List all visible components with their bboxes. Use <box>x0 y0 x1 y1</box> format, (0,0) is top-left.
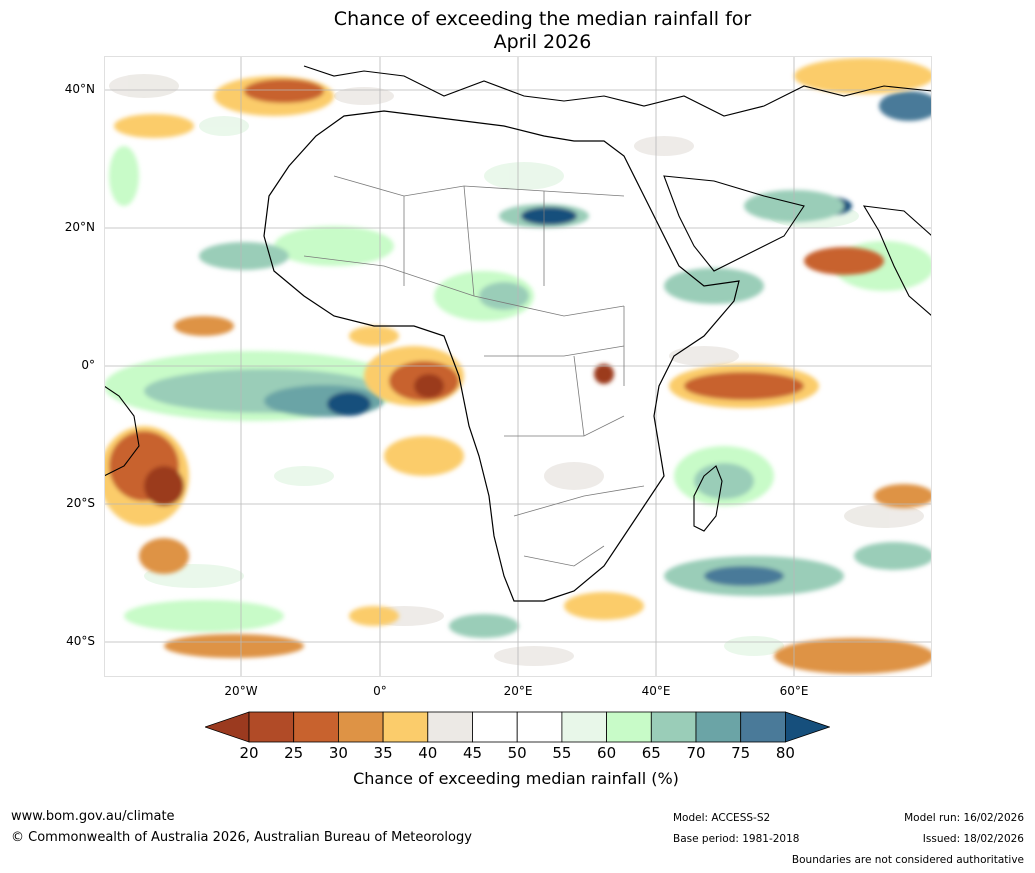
lon-label-20e: 20°E <box>503 684 533 698</box>
colorbar-box <box>561 711 607 743</box>
europe-coastline <box>303 65 932 117</box>
colorbar-svg <box>203 711 831 743</box>
colorbar-box <box>337 711 384 743</box>
lat-label-20s: 20°S <box>66 496 95 510</box>
copyright-text: © Commonwealth of Australia 2026, Austra… <box>11 830 472 845</box>
background-texture <box>109 74 924 666</box>
colorbar-box <box>650 711 697 743</box>
chart-title: Chance of exceeding the median rainfall … <box>0 8 1035 54</box>
dry-anomalies <box>104 58 932 674</box>
colorbar-box <box>427 711 473 743</box>
lat-label-40s: 40°S <box>66 634 95 648</box>
india-coastline <box>862 205 932 317</box>
colorbar-tick-label: 55 <box>552 744 572 762</box>
lon-label-0: 0° <box>373 684 387 698</box>
lon-label-60e: 60°E <box>779 684 809 698</box>
colorbar-tick-label: 65 <box>641 744 661 762</box>
model-run-text: Model run: 16/02/2026 <box>904 812 1024 824</box>
colorbar-tick-label: 45 <box>462 744 483 762</box>
rainfall-map <box>104 56 932 677</box>
colorbar-title: Chance of exceeding median rainfall (%) <box>353 769 679 788</box>
colorbar-tick-label: 60 <box>597 744 617 762</box>
colorbar-box <box>472 711 518 743</box>
colorbar-box <box>606 711 652 743</box>
title-line-2: April 2026 <box>493 31 592 53</box>
colorbar-tick-label: 70 <box>686 744 706 762</box>
colorbar-tick-label: 35 <box>373 744 393 762</box>
colorbar <box>203 711 831 747</box>
colorbar-box <box>695 711 742 743</box>
colorbar-tick-label: 50 <box>507 744 527 762</box>
base-period-text: Base period: 1981-2018 <box>673 833 800 845</box>
colorbar-tick-label: 80 <box>775 744 795 762</box>
colorbar-arrow-low <box>203 711 250 743</box>
map-frame <box>104 56 932 677</box>
colorbar-tick-label: 20 <box>239 744 259 762</box>
country-borders <box>303 175 645 567</box>
disclaimer-text: Boundaries are not considered authoritat… <box>791 854 1024 866</box>
colorbar-tick-label: 75 <box>731 744 751 762</box>
graticule <box>104 56 932 677</box>
colorbar-box <box>382 711 429 743</box>
colorbar-box <box>516 711 563 743</box>
south-america-coastline <box>104 385 140 477</box>
lat-label-40n: 40°N <box>64 82 95 96</box>
title-line-1: Chance of exceeding the median rainfall … <box>333 8 752 30</box>
africa-coastline <box>263 110 740 602</box>
colorbar-arrow-high <box>785 711 831 743</box>
colorbar-tick-label: 30 <box>328 744 348 762</box>
lon-label-40e: 40°E <box>641 684 671 698</box>
madagascar-coastline <box>693 465 723 532</box>
lat-label-0: 0° <box>81 358 95 372</box>
issued-text: Issued: 18/02/2026 <box>922 833 1024 845</box>
colorbar-tick-label: 25 <box>284 744 304 762</box>
colorbar-box <box>740 711 786 743</box>
colorbar-tick-label: 40 <box>418 744 438 762</box>
colorbar-box <box>248 711 295 743</box>
map-svg <box>104 56 932 677</box>
model-text: Model: ACCESS-S2 <box>673 812 771 824</box>
colorbar-box <box>293 711 339 743</box>
arabia-coastline <box>663 175 805 272</box>
website-link[interactable]: www.bom.gov.au/climate <box>11 809 175 824</box>
lat-label-20n: 20°N <box>64 220 95 234</box>
lon-label-20w: 20°W <box>224 684 258 698</box>
